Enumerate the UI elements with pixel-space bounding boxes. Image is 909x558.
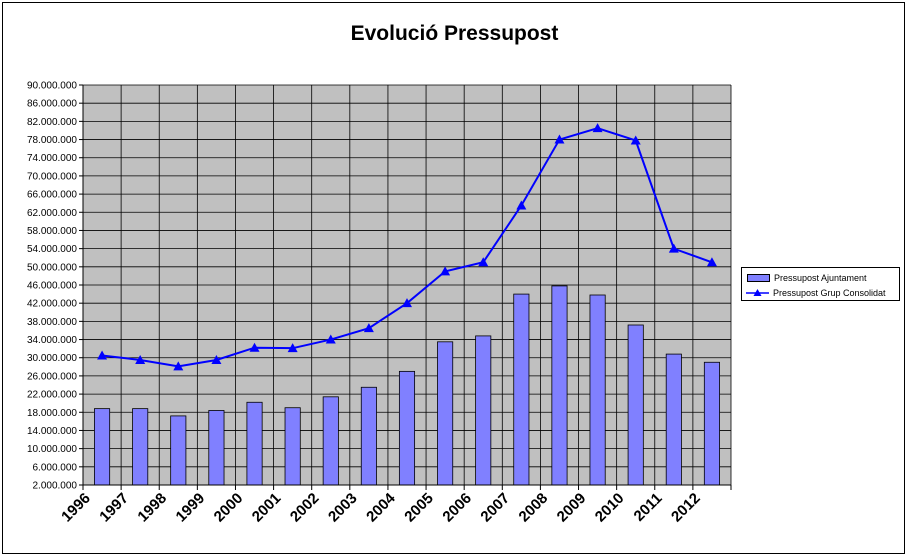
y-tick-label: 14.000.000 bbox=[27, 426, 77, 437]
point-1996 bbox=[97, 350, 108, 360]
x-tick-label: 2000 bbox=[211, 490, 247, 526]
y-tick-label: 10.000.000 bbox=[27, 444, 77, 455]
x-tick-label: 2002 bbox=[287, 490, 323, 526]
point-2002 bbox=[325, 334, 336, 344]
y-tick-label: 86.000.000 bbox=[27, 99, 77, 110]
bar-2000 bbox=[246, 401, 263, 486]
legend-item-bar: Pressupost Ajuntament bbox=[742, 271, 867, 285]
x-tick-label: 2008 bbox=[516, 490, 552, 526]
bar-2012 bbox=[703, 361, 720, 486]
bar-2001 bbox=[284, 407, 301, 486]
bar-1999 bbox=[208, 410, 225, 486]
point-2005 bbox=[440, 266, 451, 276]
point-2012 bbox=[706, 257, 717, 267]
point-1998 bbox=[173, 361, 184, 371]
legend-line-swatch bbox=[746, 289, 769, 296]
y-tick-label: 6.000.000 bbox=[33, 462, 78, 473]
point-2009 bbox=[592, 123, 603, 133]
point-2000 bbox=[249, 342, 260, 352]
bar-2004 bbox=[398, 370, 416, 486]
y-tick-label: 42.000.000 bbox=[27, 299, 77, 310]
y-tick-label: 26.000.000 bbox=[27, 371, 77, 382]
y-tick-label: 58.000.000 bbox=[27, 226, 77, 237]
point-2001 bbox=[287, 343, 298, 353]
x-tick-label: 1997 bbox=[96, 490, 132, 526]
y-tick-label: 38.000.000 bbox=[27, 317, 77, 328]
y-tick-label: 78.000.000 bbox=[27, 135, 77, 146]
bar-2010 bbox=[627, 324, 644, 486]
point-2008 bbox=[554, 134, 565, 144]
y-tick-label: 90.000.000 bbox=[27, 81, 77, 92]
y-tick-label: 22.000.000 bbox=[27, 390, 77, 401]
chart-title: Evolució Pressupost bbox=[350, 22, 559, 45]
bar-2005 bbox=[437, 341, 454, 486]
y-tick-label: 82.000.000 bbox=[27, 117, 77, 128]
line-series bbox=[97, 123, 717, 371]
bar-2002 bbox=[322, 396, 339, 486]
x-tick-label: 2007 bbox=[478, 490, 514, 526]
legend-item-line: Pressupost Grup Consolidat bbox=[742, 286, 886, 300]
x-tick-label: 2009 bbox=[554, 490, 590, 526]
point-2010 bbox=[630, 135, 641, 145]
y-tick-label: 30.000.000 bbox=[27, 353, 77, 364]
legend-label-line: Pressupost Grup Consolidat bbox=[773, 288, 886, 298]
y-tick-label: 74.000.000 bbox=[27, 153, 77, 164]
bar-2006 bbox=[475, 335, 492, 486]
x-tick-label: 2010 bbox=[592, 490, 628, 526]
y-tick-label: 50.000.000 bbox=[27, 262, 77, 273]
y-tick-label: 46.000.000 bbox=[27, 281, 77, 292]
y-axis-ticks: 2.000.000 6.000.000 10.000.000 14.000.000 18… bbox=[27, 81, 83, 492]
x-tick-label: 2006 bbox=[439, 490, 475, 526]
y-tick-label: 54.000.000 bbox=[27, 244, 77, 255]
bar-2007 bbox=[513, 293, 530, 486]
point-2011 bbox=[668, 243, 679, 253]
y-tick-label: 34.000.000 bbox=[27, 335, 77, 346]
x-tick-label: 2011 bbox=[631, 490, 666, 525]
point-1999 bbox=[211, 355, 222, 364]
x-tick-label: 2001 bbox=[249, 490, 285, 526]
bar-2008 bbox=[551, 285, 568, 486]
point-2004 bbox=[402, 298, 412, 308]
y-tick-label: 66.000.000 bbox=[27, 190, 77, 201]
legend: Pressupost Ajuntament Pressupost Grup Co… bbox=[741, 267, 900, 301]
bar-2011 bbox=[665, 353, 682, 486]
x-tick-label: 2004 bbox=[363, 489, 399, 525]
y-tick-label: 62.000.000 bbox=[27, 208, 77, 219]
bar-2009 bbox=[589, 294, 606, 486]
bar-2003 bbox=[360, 386, 377, 486]
point-2007 bbox=[516, 200, 527, 210]
point-1997 bbox=[135, 355, 146, 364]
x-tick-label: 2003 bbox=[325, 490, 361, 526]
legend-bar-swatch bbox=[747, 274, 770, 282]
x-axis-ticks: 1996 1997 1998 1999 2000 2001 2002 2003 2004 2005… bbox=[58, 489, 704, 525]
bar-1998 bbox=[170, 415, 187, 486]
bar-1996 bbox=[94, 408, 111, 486]
y-tick-label: 70.000.000 bbox=[27, 171, 77, 182]
x-tick-label: 1996 bbox=[58, 490, 94, 526]
y-tick-label: 2.000.000 bbox=[33, 481, 78, 492]
x-tick-label: 2012 bbox=[668, 490, 704, 526]
point-2006 bbox=[478, 257, 489, 267]
legend-label-bar: Pressupost Ajuntament bbox=[774, 273, 867, 283]
point-2003 bbox=[363, 323, 374, 333]
y-tick-label: 18.000.000 bbox=[27, 408, 77, 419]
x-tick-label: 1998 bbox=[134, 490, 170, 526]
bar-1997 bbox=[132, 408, 149, 486]
x-tick-label: 1999 bbox=[173, 490, 209, 526]
x-tick-label: 2005 bbox=[401, 490, 437, 526]
bar-series bbox=[94, 285, 720, 486]
